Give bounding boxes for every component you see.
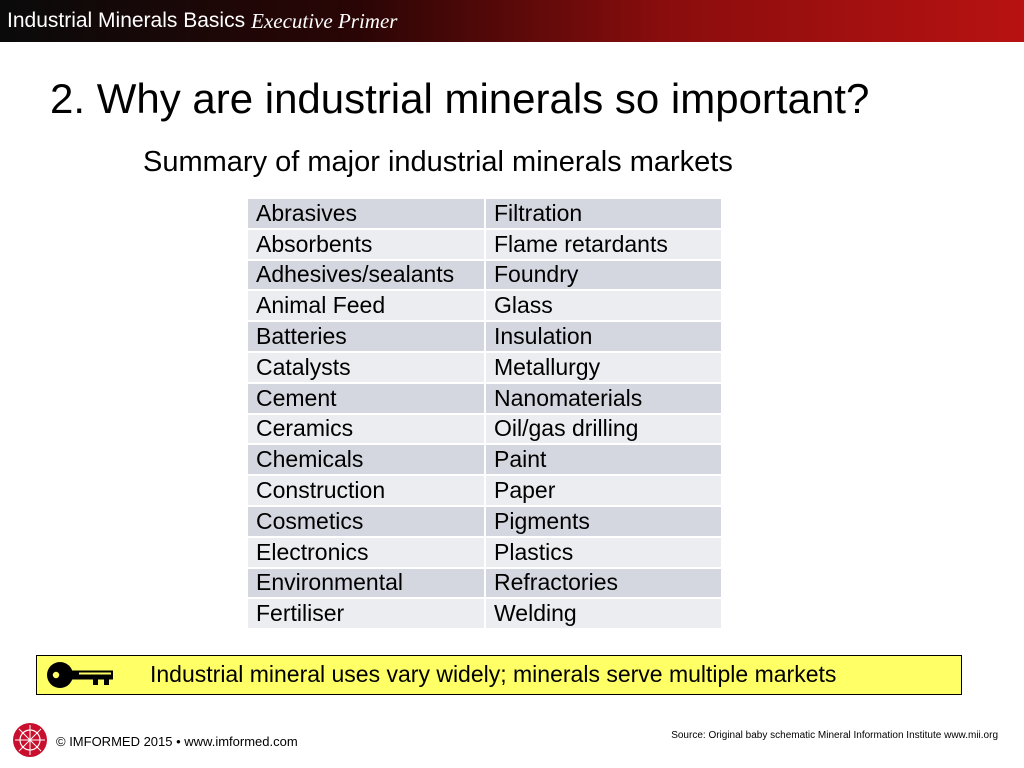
table-cell: Oil/gas drilling bbox=[484, 412, 723, 446]
table-cell: Nanomaterials bbox=[484, 381, 723, 415]
table-cell: Metallurgy bbox=[484, 350, 723, 384]
table-row: Construction Paper bbox=[246, 474, 723, 507]
table-row: Fertiliser Welding bbox=[246, 597, 723, 631]
table-cell: Filtration bbox=[484, 197, 723, 230]
table-cell: Ceramics bbox=[246, 412, 486, 446]
table-row: Catalysts Metallurgy bbox=[246, 350, 723, 384]
slide-title: 2. Why are industrial minerals so import… bbox=[50, 75, 870, 122]
table-cell: Construction bbox=[246, 474, 486, 507]
takeaway-text: Industrial mineral uses vary widely; min… bbox=[150, 661, 837, 687]
source-text: Source: Original baby schematic Mineral … bbox=[671, 730, 998, 741]
table-cell: Glass bbox=[484, 289, 723, 323]
table-cell: Environmental bbox=[246, 566, 486, 600]
table-cell: Cosmetics bbox=[246, 504, 486, 538]
table-row: Chemicals Paint bbox=[246, 443, 723, 477]
key-icon bbox=[45, 659, 117, 696]
table-row: Electronics Plastics bbox=[246, 535, 723, 569]
imformed-logo-icon bbox=[12, 722, 48, 763]
markets-table: Abrasives Filtration Absorbents Flame re… bbox=[246, 197, 723, 631]
table-row: Cement Nanomaterials bbox=[246, 381, 723, 415]
table-cell: Insulation bbox=[484, 320, 723, 353]
table-cell: Chemicals bbox=[246, 443, 486, 477]
table-cell: Catalysts bbox=[246, 350, 486, 384]
table-cell: Paper bbox=[484, 474, 723, 507]
header-brand: Industrial Minerals Basics bbox=[7, 9, 246, 32]
table-cell: Plastics bbox=[484, 535, 723, 569]
table-row: Adhesives/sealants Foundry bbox=[246, 258, 723, 292]
table-cell: Adhesives/sealants bbox=[246, 258, 486, 292]
header-subbrand: Executive Primer bbox=[251, 8, 398, 33]
table-cell: Pigments bbox=[484, 504, 723, 538]
table-cell: Paint bbox=[484, 443, 723, 477]
table-cell: Electronics bbox=[246, 535, 486, 569]
table-cell: Animal Feed bbox=[246, 289, 486, 323]
table-cell: Flame retardants bbox=[484, 227, 723, 261]
table-cell: Cement bbox=[246, 381, 486, 415]
table-row: Batteries Insulation bbox=[246, 320, 723, 353]
table-row: Absorbents Flame retardants bbox=[246, 227, 723, 261]
takeaway-box: Industrial mineral uses vary widely; min… bbox=[36, 655, 962, 695]
table-cell: Foundry bbox=[484, 258, 723, 292]
table-row: Animal Feed Glass bbox=[246, 289, 723, 323]
table-cell: Absorbents bbox=[246, 227, 486, 261]
table-cell: Abrasives bbox=[246, 197, 486, 230]
table-cell: Welding bbox=[484, 597, 723, 631]
table-row: Cosmetics Pigments bbox=[246, 504, 723, 538]
table-cell: Fertiliser bbox=[246, 597, 486, 631]
table-cell: Batteries bbox=[246, 320, 486, 353]
slide-subtitle: Summary of major industrial minerals mar… bbox=[143, 146, 733, 178]
table-row: Environmental Refractories bbox=[246, 566, 723, 600]
table-row: Ceramics Oil/gas drilling bbox=[246, 412, 723, 446]
copyright-text: © IMFORMED 2015 • www.imformed.com bbox=[56, 734, 298, 749]
table-row: Abrasives Filtration bbox=[246, 197, 723, 230]
header-bar: Industrial Minerals Basics Executive Pri… bbox=[0, 0, 1024, 42]
table-cell: Refractories bbox=[484, 566, 723, 600]
